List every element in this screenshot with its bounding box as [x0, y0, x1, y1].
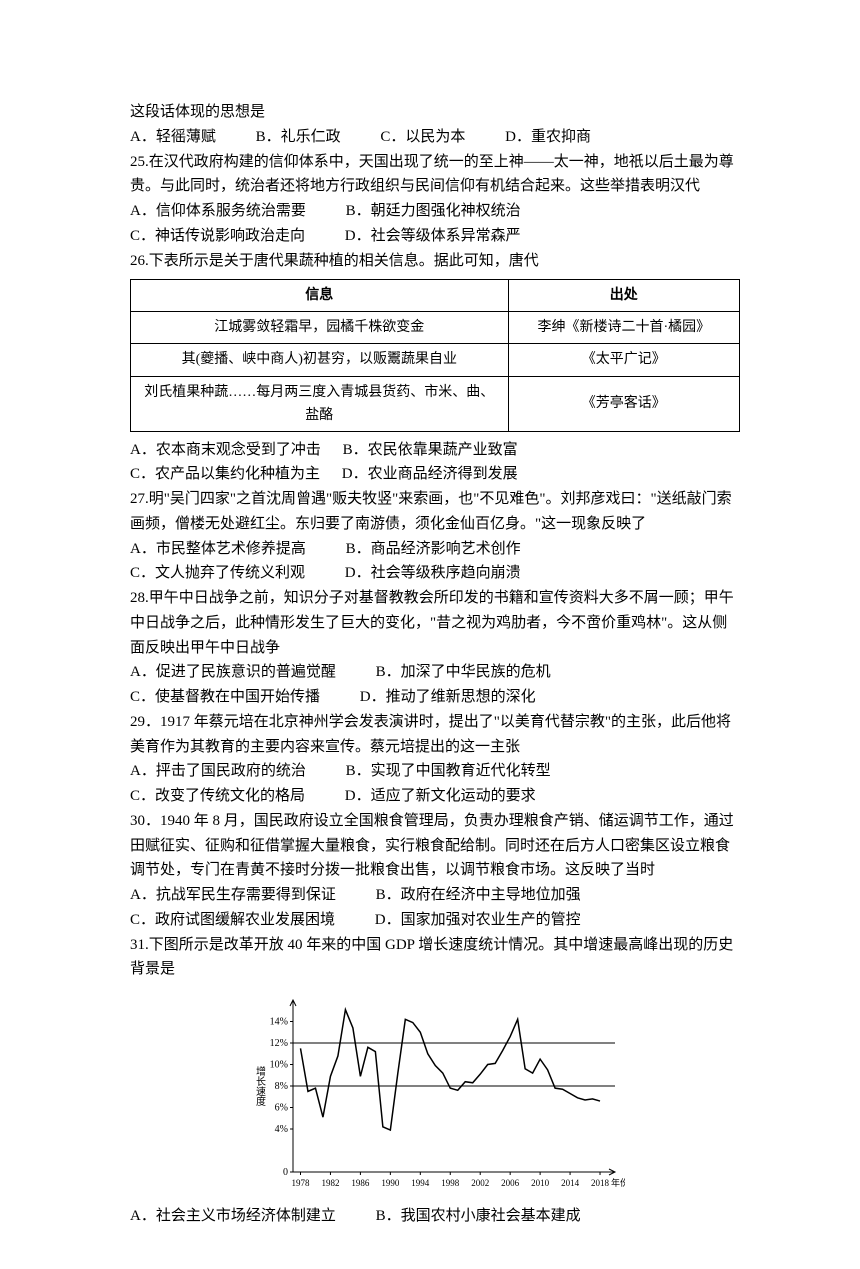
- option-c: C．改变了传统文化的格局: [130, 784, 305, 809]
- q28-options-row2: C．使基督教在中国开始传播 D．推动了维新思想的深化: [130, 685, 740, 710]
- option-a: A．抨击了国民政府的统治: [130, 759, 306, 784]
- option-c: C．以民为本: [380, 125, 465, 150]
- q29-options-row1: A．抨击了国民政府的统治 B．实现了中国教育近代化转型: [130, 759, 740, 784]
- q26-text: 26.下表所示是关于唐代果蔬种植的相关信息。据此可知，唐代: [130, 249, 740, 274]
- q31-options-row1: A．社会主义市场经济体制建立 B．我国农村小康社会基本建成: [130, 1204, 740, 1229]
- table-cell: 《太平广记》: [508, 344, 739, 376]
- q28-options-row1: A．促进了民族意识的普遍觉醒 B．加深了中华民族的危机: [130, 660, 740, 685]
- q30-options-row2: C．政府试图缓解农业发展困境 D．国家加强对农业生产的管控: [130, 908, 740, 933]
- svg-text:增长速度: 增长速度: [254, 1065, 266, 1107]
- table-cell: 刘氏植果种蔬……每月两三度入青城县货药、市米、曲、盐酪: [131, 376, 509, 431]
- q25-options-row2: C．神话传说影响政治走向 D．社会等级体系异常森严: [130, 224, 740, 249]
- table-cell: 《芳亭客话》: [508, 376, 739, 431]
- option-c: C．神话传说影响政治走向: [130, 224, 305, 249]
- table-cell: 江城雾敛轻霜早，园橘千株欲变金: [131, 312, 509, 344]
- option-b: B．礼乐仁政: [256, 125, 341, 150]
- svg-text:10%: 10%: [270, 1060, 288, 1071]
- q27-options-row2: C．文人抛弃了传统义利观 D．社会等级秩序趋向崩溃: [130, 561, 740, 586]
- q30-text: 30．1940 年 8 月，国民政府设立全国粮食管理局，负责办理粮食产销、储运调…: [130, 809, 740, 883]
- option-b: B．加深了中华民族的危机: [376, 660, 551, 685]
- q26-options-row1: A．农本商末观念受到了冲击 B．农民依靠果蔬产业致富: [130, 438, 740, 463]
- q29-text: 29．1917 年蔡元培在北京神州学会发表演讲时，提出了"以美育代替宗教"的主张…: [130, 710, 740, 760]
- svg-text:1990: 1990: [381, 1178, 400, 1188]
- option-a: A．市民整体艺术修养提高: [130, 537, 306, 562]
- svg-text:2018: 2018: [591, 1178, 610, 1188]
- table-head-info: 信息: [131, 280, 509, 312]
- option-d: D．国家加强对农业生产的管控: [375, 908, 581, 933]
- option-c: C．农产品以集约化种植为主: [130, 462, 320, 487]
- svg-text:1982: 1982: [321, 1178, 339, 1188]
- table-cell: 李绅《新楼诗二十首·橘园》: [508, 312, 739, 344]
- svg-text:1978: 1978: [291, 1178, 310, 1188]
- option-a: A．轻徭薄赋: [130, 125, 216, 150]
- q27-text: 27.明"吴门四家"之首沈周曾遇"贩夫牧竖"来索画，也"不见难色"。刘邦彦戏曰：…: [130, 487, 740, 537]
- option-a: A．促进了民族意识的普遍觉醒: [130, 660, 336, 685]
- svg-text:2002: 2002: [471, 1178, 489, 1188]
- q31-text: 31.下图所示是改革开放 40 年来的中国 GDP 增长速度统计情况。其中增速最…: [130, 933, 740, 983]
- svg-text:4%: 4%: [275, 1124, 288, 1135]
- option-d: D．社会等级秩序趋向崩溃: [345, 561, 521, 586]
- table-row: 刘氏植果种蔬……每月两三度入青城县货药、市米、曲、盐酪 《芳亭客话》: [131, 376, 740, 431]
- option-d: D．社会等级体系异常森严: [345, 224, 521, 249]
- q26-table: 信息 出处 江城雾敛轻霜早，园橘千株欲变金 李绅《新楼诗二十首·橘园》 其(夔播…: [130, 279, 740, 431]
- svg-text:2014: 2014: [561, 1178, 580, 1188]
- option-b: B．我国农村小康社会基本建成: [376, 1204, 581, 1229]
- option-d: D．农业商品经济得到发展: [342, 462, 518, 487]
- option-b: B．实现了中国教育近代化转型: [346, 759, 551, 784]
- option-c: C．文人抛弃了传统义利观: [130, 561, 305, 586]
- svg-text:1998: 1998: [441, 1178, 460, 1188]
- q29-options-row2: C．改变了传统文化的格局 D．适应了新文化运动的要求: [130, 784, 740, 809]
- svg-text:1994: 1994: [411, 1178, 430, 1188]
- svg-text:2006: 2006: [501, 1178, 520, 1188]
- q27-options-row1: A．市民整体艺术修养提高 B．商品经济影响艺术创作: [130, 537, 740, 562]
- svg-text:8%: 8%: [275, 1081, 288, 1092]
- option-b: B．政府在经济中主导地位加强: [376, 883, 581, 908]
- svg-text:2010: 2010: [531, 1178, 550, 1188]
- option-b: B．商品经济影响艺术创作: [346, 537, 521, 562]
- option-b: B．农民依靠果蔬产业致富: [343, 438, 518, 463]
- option-d: D．重农抑商: [505, 125, 591, 150]
- option-a: A．抗战军民生存需要得到保证: [130, 883, 336, 908]
- option-a: A．社会主义市场经济体制建立: [130, 1204, 336, 1229]
- gdp-chart: 0 4% 6% 8% 10% 12% 14% 1978 1982 1986 1990 1994 1998…: [245, 990, 625, 1200]
- q24-options: A．轻徭薄赋 B．礼乐仁政 C．以民为本 D．重农抑商: [130, 125, 740, 150]
- svg-text:14%: 14%: [270, 1017, 288, 1028]
- option-a: A．信仰体系服务统治需要: [130, 199, 306, 224]
- q26-options-row2: C．农产品以集约化种植为主 D．农业商品经济得到发展: [130, 462, 740, 487]
- svg-text:1986: 1986: [351, 1178, 370, 1188]
- svg-text:12%: 12%: [270, 1038, 288, 1049]
- table-row: 其(夔播、峡中商人)初甚穷，以贩鬻蔬果自业 《太平广记》: [131, 344, 740, 376]
- q25-options-row1: A．信仰体系服务统治需要 B．朝廷力图强化神权统治: [130, 199, 740, 224]
- table-head-source: 出处: [508, 280, 739, 312]
- svg-text:0: 0: [283, 1167, 288, 1178]
- option-c: C．使基督教在中国开始传播: [130, 685, 320, 710]
- svg-text:年份: 年份: [611, 1177, 625, 1188]
- q28-text: 28.甲午中日战争之前，知识分子对基督教教会所印发的书籍和宣传资料大多不屑一顾；…: [130, 586, 740, 660]
- q25-text: 25.在汉代政府构建的信仰体系中，天国出现了统一的至上神——太一神，地祇以后土最…: [130, 150, 740, 200]
- table-row: 江城雾敛轻霜早，园橘千株欲变金 李绅《新楼诗二十首·橘园》: [131, 312, 740, 344]
- table-cell: 其(夔播、峡中商人)初甚穷，以贩鬻蔬果自业: [131, 344, 509, 376]
- option-b: B．朝廷力图强化神权统治: [346, 199, 521, 224]
- q30-options-row1: A．抗战军民生存需要得到保证 B．政府在经济中主导地位加强: [130, 883, 740, 908]
- question-stem: 这段话体现的思想是: [130, 100, 740, 125]
- option-d: D．适应了新文化运动的要求: [345, 784, 536, 809]
- option-a: A．农本商末观念受到了冲击: [130, 438, 321, 463]
- option-d: D．推动了维新思想的深化: [360, 685, 536, 710]
- option-c: C．政府试图缓解农业发展困境: [130, 908, 335, 933]
- svg-text:6%: 6%: [275, 1103, 288, 1114]
